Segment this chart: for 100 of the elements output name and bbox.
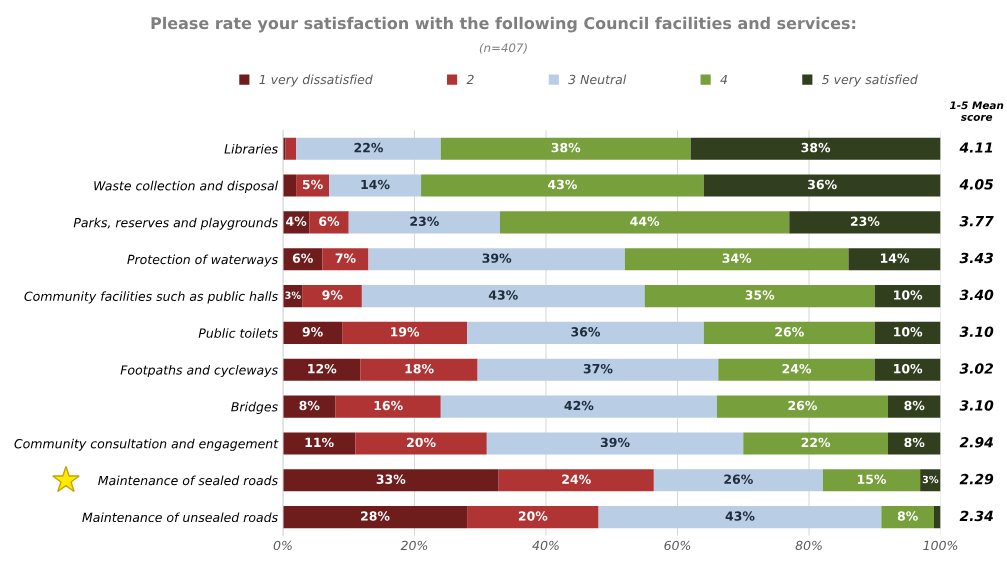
data-label: 38% <box>551 142 581 153</box>
data-label: 24% <box>562 474 591 484</box>
bar <box>282 506 468 529</box>
y-tick-label: Bridges <box>231 401 278 414</box>
data-label: 6% <box>292 253 313 263</box>
bar <box>282 321 343 344</box>
x-tick-label: 60% <box>664 540 691 551</box>
data-label: 20% <box>518 511 548 521</box>
bar <box>881 506 934 529</box>
bar <box>440 395 717 418</box>
bar <box>282 469 499 492</box>
bar <box>282 358 361 381</box>
text: 3.43 <box>959 252 993 264</box>
bar <box>887 395 941 418</box>
text: 2.29 <box>959 473 994 485</box>
data-label: 8% <box>904 437 925 448</box>
y-tick-label: Waste collection and disposal <box>94 180 279 193</box>
bar <box>302 285 362 308</box>
bar <box>309 211 349 234</box>
data-label: 14% <box>361 179 390 190</box>
data-label: 19% <box>391 327 420 337</box>
bar <box>285 137 297 160</box>
data-label: 3% <box>285 291 301 299</box>
data-label: 28% <box>361 511 390 521</box>
data-label: 39% <box>482 253 512 263</box>
data-label: 3% <box>922 475 939 484</box>
y-tick-label: Community consultation and engagement <box>14 438 279 451</box>
data-label: 43% <box>488 290 518 300</box>
bar <box>789 211 941 234</box>
data-label: 26% <box>788 400 818 411</box>
bar <box>421 174 704 197</box>
text: 3.02 <box>959 363 994 374</box>
legend-label: 5 very satisfied <box>821 74 918 87</box>
bar <box>282 174 297 197</box>
data-label: 42% <box>564 400 594 411</box>
data-label: 10% <box>894 363 923 374</box>
bar <box>624 248 849 271</box>
bar <box>360 358 478 381</box>
y-tick-label: Community facilities such as public halls <box>24 291 278 304</box>
data-label: 36% <box>571 327 601 337</box>
data-label: 5% <box>302 179 323 190</box>
bar <box>467 321 704 344</box>
bar <box>440 137 691 160</box>
text: 3.77 <box>959 215 994 227</box>
bar <box>282 395 336 418</box>
bar <box>716 395 888 418</box>
data-label: 14% <box>880 253 910 263</box>
data-label: 8% <box>897 511 918 521</box>
y-tick-label: Maintenance of unsealed roads <box>82 512 278 523</box>
text: 3.10 <box>959 400 994 411</box>
data-label: 36% <box>808 179 837 190</box>
legend-label: 2 <box>466 74 474 84</box>
bar <box>296 174 329 197</box>
x-tick-label: 80% <box>795 540 822 551</box>
data-label: 43% <box>548 179 577 190</box>
text: 1-5 Mean score <box>949 101 1004 121</box>
data-label: 26% <box>775 327 804 337</box>
x-tick-label: 0% <box>273 540 292 551</box>
data-label: 37% <box>583 363 613 374</box>
bar <box>874 321 941 344</box>
data-label: 35% <box>745 290 775 300</box>
data-label: 9% <box>302 327 323 337</box>
x-tick-label: 40% <box>532 540 559 551</box>
bar <box>282 432 356 455</box>
y-tick-label: Footpaths and cycleways <box>120 365 278 378</box>
bar <box>644 285 875 308</box>
data-label: 11% <box>305 437 334 448</box>
chart-subtitle: (n=407) <box>479 43 527 54</box>
data-label: 22% <box>801 437 831 448</box>
text: 3.10 <box>959 326 994 337</box>
bar <box>355 432 487 455</box>
bar <box>322 248 369 271</box>
data-label: 23% <box>850 216 880 227</box>
y-tick-label: Parks, reserves and playgrounds <box>73 217 278 230</box>
bar <box>499 211 790 234</box>
text: 2.34 <box>959 510 993 522</box>
bar <box>368 248 625 271</box>
bar <box>329 174 422 197</box>
y-tick-label: Protection of waterways <box>127 254 278 267</box>
text: 4.11 <box>959 142 993 153</box>
bar <box>848 248 941 271</box>
bar <box>703 321 875 344</box>
bar <box>342 321 468 344</box>
data-label: 15% <box>857 474 887 484</box>
bar <box>690 137 941 160</box>
bar <box>486 432 744 455</box>
data-label: 26% <box>724 474 753 484</box>
data-label: 24% <box>782 363 812 374</box>
data-label: 4% <box>286 216 307 227</box>
bar <box>887 432 941 455</box>
bar <box>348 211 500 234</box>
data-label: 8% <box>904 400 925 411</box>
bar <box>703 174 941 197</box>
data-label: 23% <box>410 216 439 227</box>
legend-label: 4 <box>720 74 728 84</box>
bar <box>743 432 888 455</box>
data-label: 10% <box>894 290 923 300</box>
data-label: 43% <box>725 511 755 521</box>
bar <box>296 137 441 160</box>
y-tick-label: Public toilets <box>198 328 278 338</box>
